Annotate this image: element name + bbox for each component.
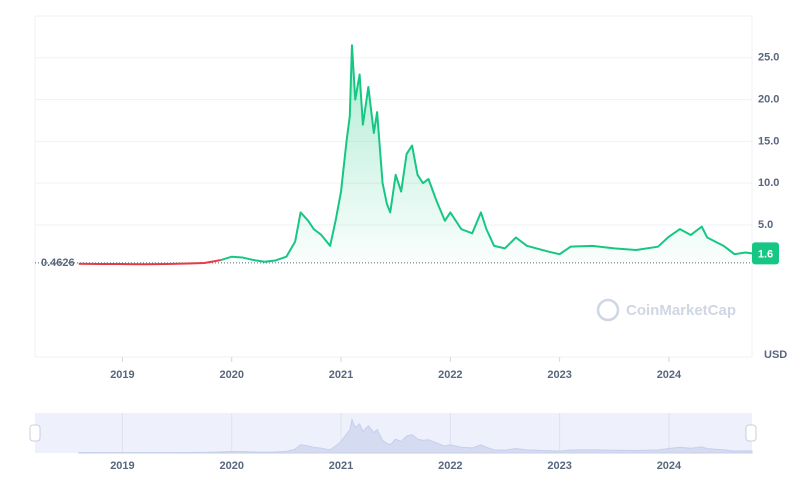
y-tick-label: 25.0 bbox=[758, 52, 779, 64]
navigator-tick-label: 2021 bbox=[329, 460, 353, 472]
navigator-tick-label: 2020 bbox=[219, 460, 243, 472]
watermark-text: CoinMarketCap bbox=[626, 302, 736, 319]
navigator-handle[interactable] bbox=[745, 424, 757, 442]
y-tick-label: 20.0 bbox=[758, 93, 779, 105]
baseline-label: 0.4626 bbox=[41, 257, 75, 269]
area bbox=[220, 45, 752, 263]
y-tick-label: 10.0 bbox=[758, 177, 779, 189]
x-tick-label: 2024 bbox=[657, 369, 682, 381]
y-tick-label: 5.0 bbox=[758, 219, 773, 231]
price-line bbox=[220, 44, 753, 263]
price-badge-label: 1.6 bbox=[758, 248, 773, 260]
navigator-tick-label: 2024 bbox=[657, 460, 682, 472]
navigator-area bbox=[78, 417, 753, 454]
watermark: CoinMarketCap bbox=[596, 298, 736, 322]
plot-frame bbox=[34, 15, 753, 358]
currency-label: USD bbox=[764, 349, 787, 361]
x-tick-label: 2019 bbox=[110, 369, 134, 381]
price-badge bbox=[752, 242, 779, 265]
y-tick-label: 15.0 bbox=[758, 135, 779, 147]
x-tick-label: 2020 bbox=[219, 369, 243, 381]
x-tick-label: 2023 bbox=[547, 369, 571, 381]
navigator-tick-label: 2023 bbox=[547, 460, 571, 472]
x-tick-label: 2022 bbox=[438, 369, 462, 381]
navigator-handle[interactable] bbox=[29, 424, 41, 442]
navigator-tick-label: 2019 bbox=[110, 460, 134, 472]
x-tick-label: 2021 bbox=[329, 369, 353, 381]
navigator-tick-label: 2022 bbox=[438, 460, 462, 472]
price-line bbox=[78, 259, 221, 266]
